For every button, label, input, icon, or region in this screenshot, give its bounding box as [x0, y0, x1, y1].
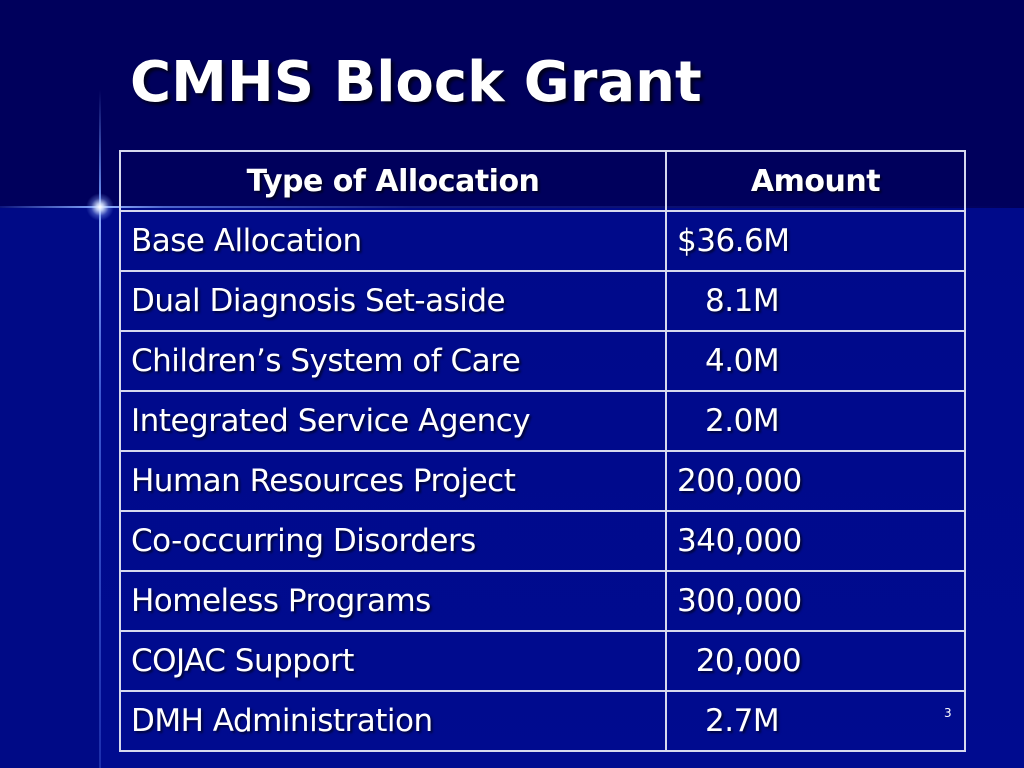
allocation-type-cell: Dual Diagnosis Set-aside: [119, 270, 667, 332]
allocation-amount-cell: $36.6M: [665, 210, 966, 272]
allocation-amount-cell: 200,000: [665, 450, 966, 512]
allocation-amount-cell: 300,000: [665, 570, 966, 632]
allocation-type-cell: Base Allocation: [119, 210, 667, 272]
allocation-type-cell: Children’s System of Care: [119, 330, 667, 392]
allocation-type-cell: DMH Administration: [119, 690, 667, 752]
allocation-amount-cell: 20,000: [665, 630, 966, 692]
page-number: 3: [944, 706, 952, 720]
table-header-row: Type of Allocation Amount: [119, 150, 966, 212]
allocation-type-cell: Co-occurring Disorders: [119, 510, 667, 572]
allocation-amount-cell: 8.1M: [665, 270, 966, 332]
decorative-vertical-line: [99, 90, 101, 768]
allocation-type-cell: Integrated Service Agency: [119, 390, 667, 452]
light-flare-icon: [86, 193, 114, 221]
table-row: Co-occurring Disorders 340,000: [119, 510, 966, 572]
table-row: Human Resources Project 200,000: [119, 450, 966, 512]
table-row: Integrated Service Agency 2.0M: [119, 390, 966, 452]
allocation-amount-cell: 340,000: [665, 510, 966, 572]
table-row: Base Allocation $36.6M: [119, 210, 966, 272]
column-header-amount: Amount: [665, 150, 966, 212]
table-row: Dual Diagnosis Set-aside 8.1M: [119, 270, 966, 332]
table-row: Homeless Programs 300,000: [119, 570, 966, 632]
slide-title: CMHS Block Grant: [130, 50, 702, 115]
table-row: COJAC Support 20,000: [119, 630, 966, 692]
table-row: Children’s System of Care 4.0M: [119, 330, 966, 392]
allocation-type-cell: COJAC Support: [119, 630, 667, 692]
table-row: DMH Administration 2.7M: [119, 690, 966, 752]
allocation-table: Type of Allocation Amount Base Allocatio…: [119, 150, 966, 752]
allocation-amount-cell: 2.7M: [665, 690, 966, 752]
allocation-type-cell: Homeless Programs: [119, 570, 667, 632]
allocation-amount-cell: 4.0M: [665, 330, 966, 392]
table-body: Base Allocation $36.6M Dual Diagnosis Set-…: [119, 210, 966, 752]
allocation-amount-cell: 2.0M: [665, 390, 966, 452]
allocation-type-cell: Human Resources Project: [119, 450, 667, 512]
background-left-band: [0, 208, 100, 768]
column-header-type: Type of Allocation: [119, 150, 667, 212]
